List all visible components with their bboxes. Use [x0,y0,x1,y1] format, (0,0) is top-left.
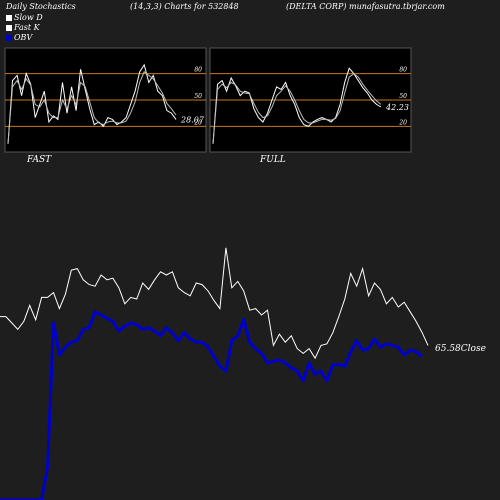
legend-swatch [6,35,12,41]
obv-line [0,310,424,500]
close-value-label: 65.58Close [435,344,486,354]
series-line [7,63,177,145]
legend-label: Slow D [14,13,43,22]
series-line [212,67,382,145]
series-line [212,72,382,145]
panel-xlabel: FAST [26,155,52,165]
last-value-label: 42.23 [385,103,409,112]
level-label: 80 [399,67,407,74]
level-label: 80 [194,67,202,74]
legend-item-slow-d: Slow D [6,13,43,22]
legend-swatch [6,25,12,31]
series-line [7,71,177,145]
level-label: 20 [398,119,407,126]
panel-xlabel: FULL [259,155,286,165]
last-value-label: 28.07 [180,115,205,124]
legend-item-fast-k: Fast K [6,23,40,32]
legend-label: OBV [14,33,33,42]
level-label: 50 [194,93,202,100]
close-price-line [0,247,429,360]
chart-title-left: Daily Stochastics [6,2,76,11]
level-label: 50 [399,93,407,100]
legend-item-obv: OBV [6,33,32,42]
legend-label: Fast K [14,23,40,32]
level-label: 20 [193,119,202,126]
chart-title-center: (14,3,3) Charts for 532848 [130,2,239,11]
chart-title-right: (DELTA CORP) munafasutra.tbrjar.com [286,2,445,11]
legend-swatch [6,15,12,21]
